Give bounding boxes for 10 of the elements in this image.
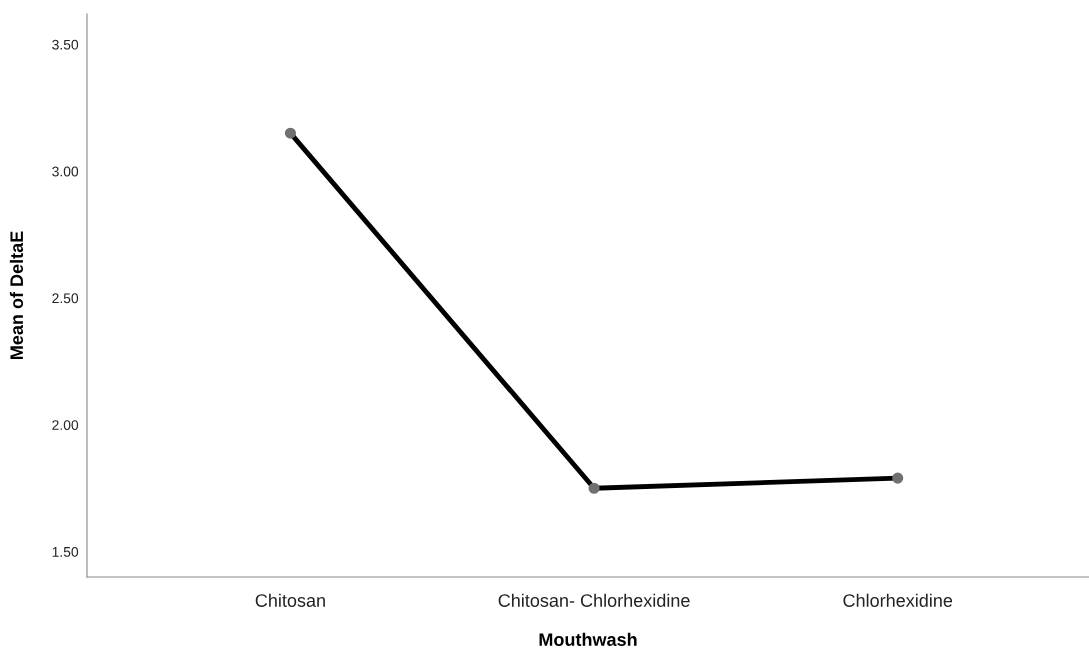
- x-tick-label: Chitosan- Chlorhexidine: [498, 593, 690, 607]
- y-tick-label: 1.50: [52, 546, 79, 557]
- y-tick-label: 2.00: [52, 420, 79, 431]
- x-tick-label: Chlorhexidine: [843, 593, 953, 607]
- x-tick-label: Chitosan: [255, 593, 325, 607]
- y-tick-label: 3.50: [52, 39, 79, 50]
- y-tick-label: 3.00: [52, 166, 79, 177]
- x-axis-title: Mouthwash: [539, 632, 637, 646]
- y-axis-title: Mean of DeltaE: [9, 231, 24, 359]
- y-tick-label: 2.50: [52, 293, 79, 304]
